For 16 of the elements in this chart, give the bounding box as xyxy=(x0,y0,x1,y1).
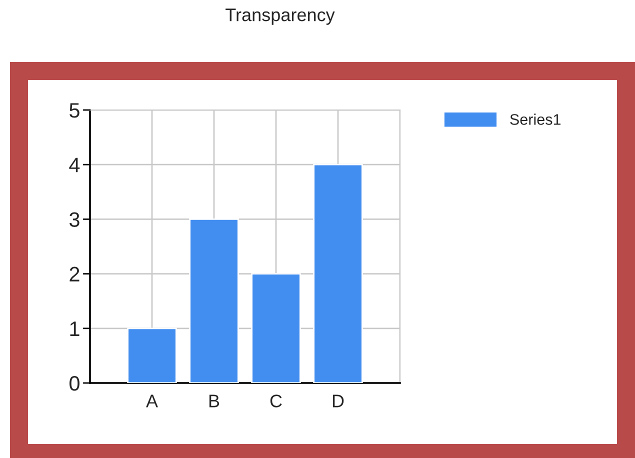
bar xyxy=(251,273,301,383)
bar xyxy=(127,328,177,383)
x-tick-label: C xyxy=(270,394,282,408)
bar xyxy=(189,218,239,383)
x-tick-label: A xyxy=(146,394,158,408)
y-tick-label: 1 xyxy=(70,322,80,336)
bar xyxy=(313,164,363,383)
chart-title: Transparency xyxy=(226,8,335,25)
x-tick-label: B xyxy=(209,394,220,408)
y-tick-label: 2 xyxy=(70,266,80,282)
x-tick-label: D xyxy=(332,394,344,408)
y-tick-label: 3 xyxy=(69,212,80,227)
y-tick-label: 0 xyxy=(70,376,80,391)
y-tick-label: 5 xyxy=(70,103,80,118)
y-tick-label: 4 xyxy=(69,158,80,172)
legend-label: Series1 xyxy=(510,114,560,125)
